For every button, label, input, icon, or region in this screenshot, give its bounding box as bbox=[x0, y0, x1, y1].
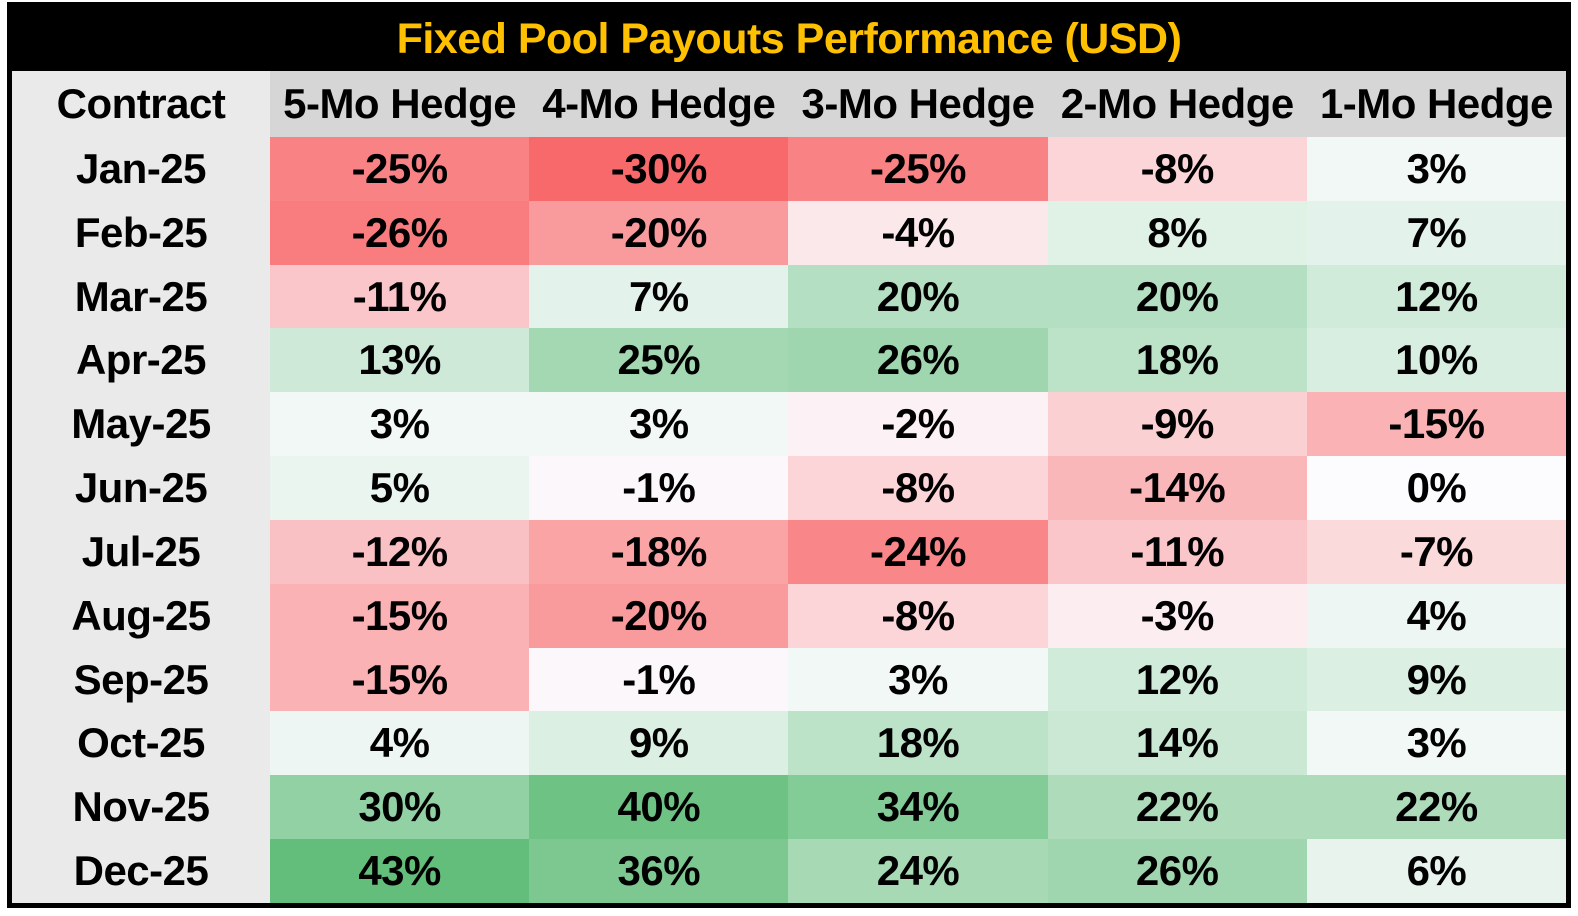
heatmap-cell: -9% bbox=[1047, 392, 1307, 457]
heatmap-cell: 30% bbox=[270, 775, 530, 840]
heatmap-cell: -12% bbox=[270, 519, 530, 584]
heatmap-cell: -8% bbox=[788, 456, 1048, 520]
table-title: Fixed Pool Payouts Performance (USD) bbox=[12, 7, 1566, 71]
heatmap-cell: 3% bbox=[1306, 137, 1567, 201]
heatmap-cell: 7% bbox=[1306, 200, 1567, 265]
heatmap-cell: 25% bbox=[529, 328, 789, 393]
heatmap-cell: 36% bbox=[529, 839, 789, 903]
table-row: Jan-25 -25% -30% -25% -8% 3% bbox=[12, 137, 1567, 201]
heatmap-cell: 3% bbox=[1306, 711, 1567, 776]
heatmap-cell: 40% bbox=[529, 775, 789, 840]
table-row: Nov-25 30% 40% 34% 22% 22% bbox=[12, 775, 1567, 840]
contract-label: Feb-25 bbox=[12, 200, 270, 265]
heatmap-cell: -7% bbox=[1306, 519, 1567, 584]
heatmap-cell: 9% bbox=[529, 711, 789, 776]
heatmap-cell: -20% bbox=[529, 583, 789, 648]
table-row: May-25 3% 3% -2% -9% -15% bbox=[12, 392, 1567, 457]
heatmap-cell: 20% bbox=[1047, 264, 1307, 329]
heatmap-cell: 3% bbox=[529, 392, 789, 457]
heatmap-cell: -18% bbox=[529, 519, 789, 584]
heatmap-cell: -8% bbox=[1047, 137, 1307, 201]
heatmap-cell: 26% bbox=[788, 328, 1048, 393]
heatmap-cell: 18% bbox=[1047, 328, 1307, 393]
heatmap-table: Fixed Pool Payouts Performance (USD) Con… bbox=[7, 2, 1571, 908]
table-row: Mar-25 -11% 7% 20% 20% 12% bbox=[12, 264, 1567, 329]
contract-label: Dec-25 bbox=[12, 839, 270, 903]
heatmap-cell: 7% bbox=[529, 264, 789, 329]
heatmap-cell: -4% bbox=[788, 200, 1048, 265]
table-body: Jan-25 -25% -30% -25% -8% 3% Feb-25 -26% -20% -4%… bbox=[12, 137, 1567, 903]
heatmap-cell: 12% bbox=[1306, 264, 1567, 329]
heatmap-cell: 10% bbox=[1306, 328, 1567, 393]
heatmap-cell: -20% bbox=[529, 200, 789, 265]
contract-label: Oct-25 bbox=[12, 711, 270, 776]
heatmap-cell: -15% bbox=[1306, 392, 1567, 457]
heatmap-cell: -14% bbox=[1047, 456, 1307, 520]
heatmap-cell: -15% bbox=[270, 647, 530, 712]
contract-label: Sep-25 bbox=[12, 647, 270, 712]
header-row: Contract 5-Mo Hedge 4-Mo Hedge 3-Mo Hedg… bbox=[12, 71, 1567, 137]
heatmap-cell: -1% bbox=[529, 456, 789, 520]
heatmap-cell: 8% bbox=[1047, 200, 1307, 265]
column-header-2mo: 2-Mo Hedge bbox=[1047, 71, 1307, 137]
column-header-3mo: 3-Mo Hedge bbox=[788, 71, 1048, 137]
heatmap-cell: -15% bbox=[270, 583, 530, 648]
heatmap-cell: 20% bbox=[788, 264, 1048, 329]
contract-label: Jun-25 bbox=[12, 456, 270, 520]
heatmap-cell: -8% bbox=[788, 583, 1048, 648]
heatmap-cell: 13% bbox=[270, 328, 530, 393]
table-row: Apr-25 13% 25% 26% 18% 10% bbox=[12, 328, 1567, 393]
heatmap-cell: 24% bbox=[788, 839, 1048, 903]
heatmap-cell: -11% bbox=[270, 264, 530, 329]
contract-label: May-25 bbox=[12, 392, 270, 457]
contract-label: Apr-25 bbox=[12, 328, 270, 393]
heatmap-cell: 3% bbox=[270, 392, 530, 457]
heatmap-cell: 0% bbox=[1306, 456, 1567, 520]
contract-label: Mar-25 bbox=[12, 264, 270, 329]
heatmap-cell: -1% bbox=[529, 647, 789, 712]
table-row: Sep-25 -15% -1% 3% 12% 9% bbox=[12, 647, 1567, 712]
contract-label: Aug-25 bbox=[12, 583, 270, 648]
table-row: Oct-25 4% 9% 18% 14% 3% bbox=[12, 711, 1567, 776]
column-header-1mo: 1-Mo Hedge bbox=[1306, 71, 1567, 137]
heatmap-cell: 3% bbox=[788, 647, 1048, 712]
heatmap-cell: 4% bbox=[1306, 583, 1567, 648]
heatmap-cell: -24% bbox=[788, 519, 1048, 584]
heatmap-cell: 18% bbox=[788, 711, 1048, 776]
heatmap-cell: 9% bbox=[1306, 647, 1567, 712]
table-row: Jul-25 -12% -18% -24% -11% -7% bbox=[12, 519, 1567, 584]
table-row: Feb-25 -26% -20% -4% 8% 7% bbox=[12, 200, 1567, 265]
table-row: Dec-25 43% 36% 24% 26% 6% bbox=[12, 839, 1567, 903]
heatmap-cell: -25% bbox=[270, 137, 530, 201]
heatmap-cell: 5% bbox=[270, 456, 530, 520]
heatmap-cell: -25% bbox=[788, 137, 1048, 201]
contract-label: Nov-25 bbox=[12, 775, 270, 840]
heatmap-cell: -30% bbox=[529, 137, 789, 201]
heatmap-cell: 34% bbox=[788, 775, 1048, 840]
heatmap-cell: 14% bbox=[1047, 711, 1307, 776]
heatmap-cell: 12% bbox=[1047, 647, 1307, 712]
heatmap-cell: -2% bbox=[788, 392, 1048, 457]
column-header-5mo: 5-Mo Hedge bbox=[270, 71, 530, 137]
table-row: Aug-25 -15% -20% -8% -3% 4% bbox=[12, 583, 1567, 648]
heatmap-cell: 4% bbox=[270, 711, 530, 776]
heatmap-cell: 22% bbox=[1306, 775, 1567, 840]
heatmap-cell: 43% bbox=[270, 839, 530, 903]
heatmap-cell: 22% bbox=[1047, 775, 1307, 840]
column-header-contract: Contract bbox=[12, 71, 270, 137]
column-header-4mo: 4-Mo Hedge bbox=[529, 71, 789, 137]
table-row: Jun-25 5% -1% -8% -14% 0% bbox=[12, 456, 1567, 520]
heatmap-cell: -3% bbox=[1047, 583, 1307, 648]
heatmap-cell: -26% bbox=[270, 200, 530, 265]
heatmap-cell: -11% bbox=[1047, 519, 1307, 584]
contract-label: Jul-25 bbox=[12, 519, 270, 584]
heatmap-cell: 6% bbox=[1306, 839, 1567, 903]
contract-label: Jan-25 bbox=[12, 137, 270, 201]
heatmap-cell: 26% bbox=[1047, 839, 1307, 903]
